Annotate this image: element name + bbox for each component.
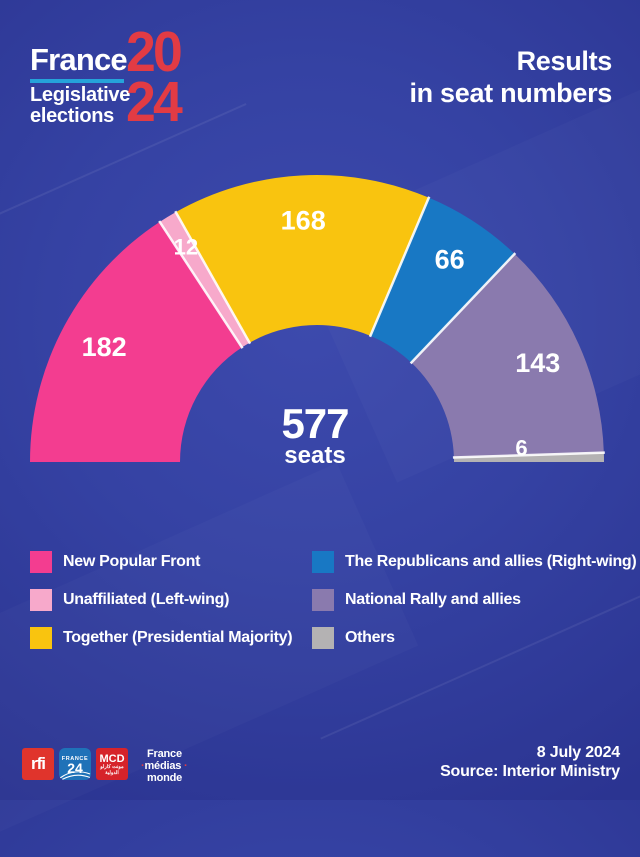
legend-label: National Rally and allies [345, 590, 521, 608]
chart-segment-5 [453, 452, 604, 462]
legend-column-left: New Popular Front Unaffiliated (Left-win… [30, 550, 293, 664]
fmm-line3: monde [147, 772, 183, 784]
france24-swoosh-icon [59, 771, 91, 780]
segment-separator [174, 210, 252, 345]
brand-year-bottom: 24 [126, 70, 183, 134]
fmm-line2: ·médias · [141, 760, 188, 772]
legend-swatch [30, 550, 52, 573]
mcd-arabic-line1: مونت كارلو [100, 764, 124, 770]
legend-item: Others [312, 626, 636, 649]
legend-swatch [30, 626, 52, 649]
segment-value-label-4: 143 [515, 348, 560, 378]
page-title-line1: Results [516, 46, 613, 76]
chart-segment-3 [370, 197, 515, 363]
france24-logo-number: 24 [67, 759, 83, 776]
segment-value-label-0: 182 [82, 332, 127, 362]
page-title-line2: in seat numbers [409, 78, 612, 108]
source-label: Source: Interior Ministry [440, 763, 620, 780]
fmm-dot-right: · [184, 760, 188, 772]
fmm-dot-left: · [141, 760, 145, 772]
legend-item: Unaffiliated (Left-wing) [30, 588, 292, 611]
legend-label: The Republicans and allies (Right-wing) [345, 552, 637, 570]
legend-label: Others [345, 628, 395, 646]
legend-label: Unaffiliated (Left-wing) [63, 590, 230, 608]
date-label: 8 July 2024 [536, 744, 620, 761]
legend-column-right: The Republicans and allies (Right-wing) … [312, 550, 637, 664]
chart-segment-2 [175, 175, 429, 343]
legend-item: National Rally and allies [312, 588, 636, 611]
segment-value-label-5: 6 [515, 435, 527, 460]
total-seats-number: 577 [281, 400, 349, 447]
total-seats-label: 577 seats [215, 402, 415, 468]
footer-meta: 8 July 2024 Source: Interior Ministry [440, 743, 620, 781]
chart-segment-4 [411, 253, 604, 458]
page-title: Results in seat numbers [409, 45, 612, 109]
segment-separator [368, 196, 431, 338]
segment-value-label-2: 168 [281, 205, 326, 235]
france24-logo: FRANCE 24 [59, 748, 91, 780]
legend-label: Together (Presidential Majority) [63, 628, 293, 646]
chart-segment-1 [159, 212, 250, 348]
total-seats-unit: seats [284, 442, 346, 469]
legend-item: New Popular Front [30, 550, 292, 573]
brand-tagline: Legislative elections [30, 85, 130, 127]
chart-segment-0 [30, 221, 242, 462]
legend-swatch [312, 550, 334, 573]
legend-swatch [30, 588, 52, 611]
brand-tagline-line2: elections [30, 105, 114, 127]
brand-name: France [30, 42, 128, 77]
brand-year: 20 24 [126, 20, 183, 134]
mcd-logo: MCD مونت كارلو الدولية [96, 748, 128, 780]
mcd-arabic-line2: الدولية [105, 769, 119, 776]
segment-separator [452, 451, 605, 459]
segment-separator [409, 252, 517, 365]
legend-item: The Republicans and allies (Right-wing) [312, 550, 637, 573]
legend-label: New Popular Front [63, 552, 201, 570]
segment-separator [158, 220, 244, 349]
rfi-logo: rfi [22, 748, 54, 780]
fmm-line1: France [147, 748, 182, 760]
legend-swatch [312, 588, 334, 611]
legend-item: Together (Presidential Majority) [30, 626, 293, 649]
france24-logo-text: FRANCE [61, 755, 89, 762]
brand-year-top: 20 [126, 20, 183, 84]
publisher-logos: rfi FRANCE 24 MCD مونت كارلو الدولية Fra… [22, 748, 188, 784]
segment-value-label-3: 66 [435, 245, 465, 275]
rfi-logo-text: rfi [31, 754, 46, 773]
segment-value-label-1: 12 [174, 234, 198, 259]
france-medias-monde-logo: France ·médias · monde [141, 748, 188, 784]
legend-swatch [312, 626, 334, 649]
brand-tagline-line1: Legislative [30, 84, 131, 106]
mcd-logo-text: MCD [99, 753, 125, 765]
brand-underline [30, 79, 124, 83]
